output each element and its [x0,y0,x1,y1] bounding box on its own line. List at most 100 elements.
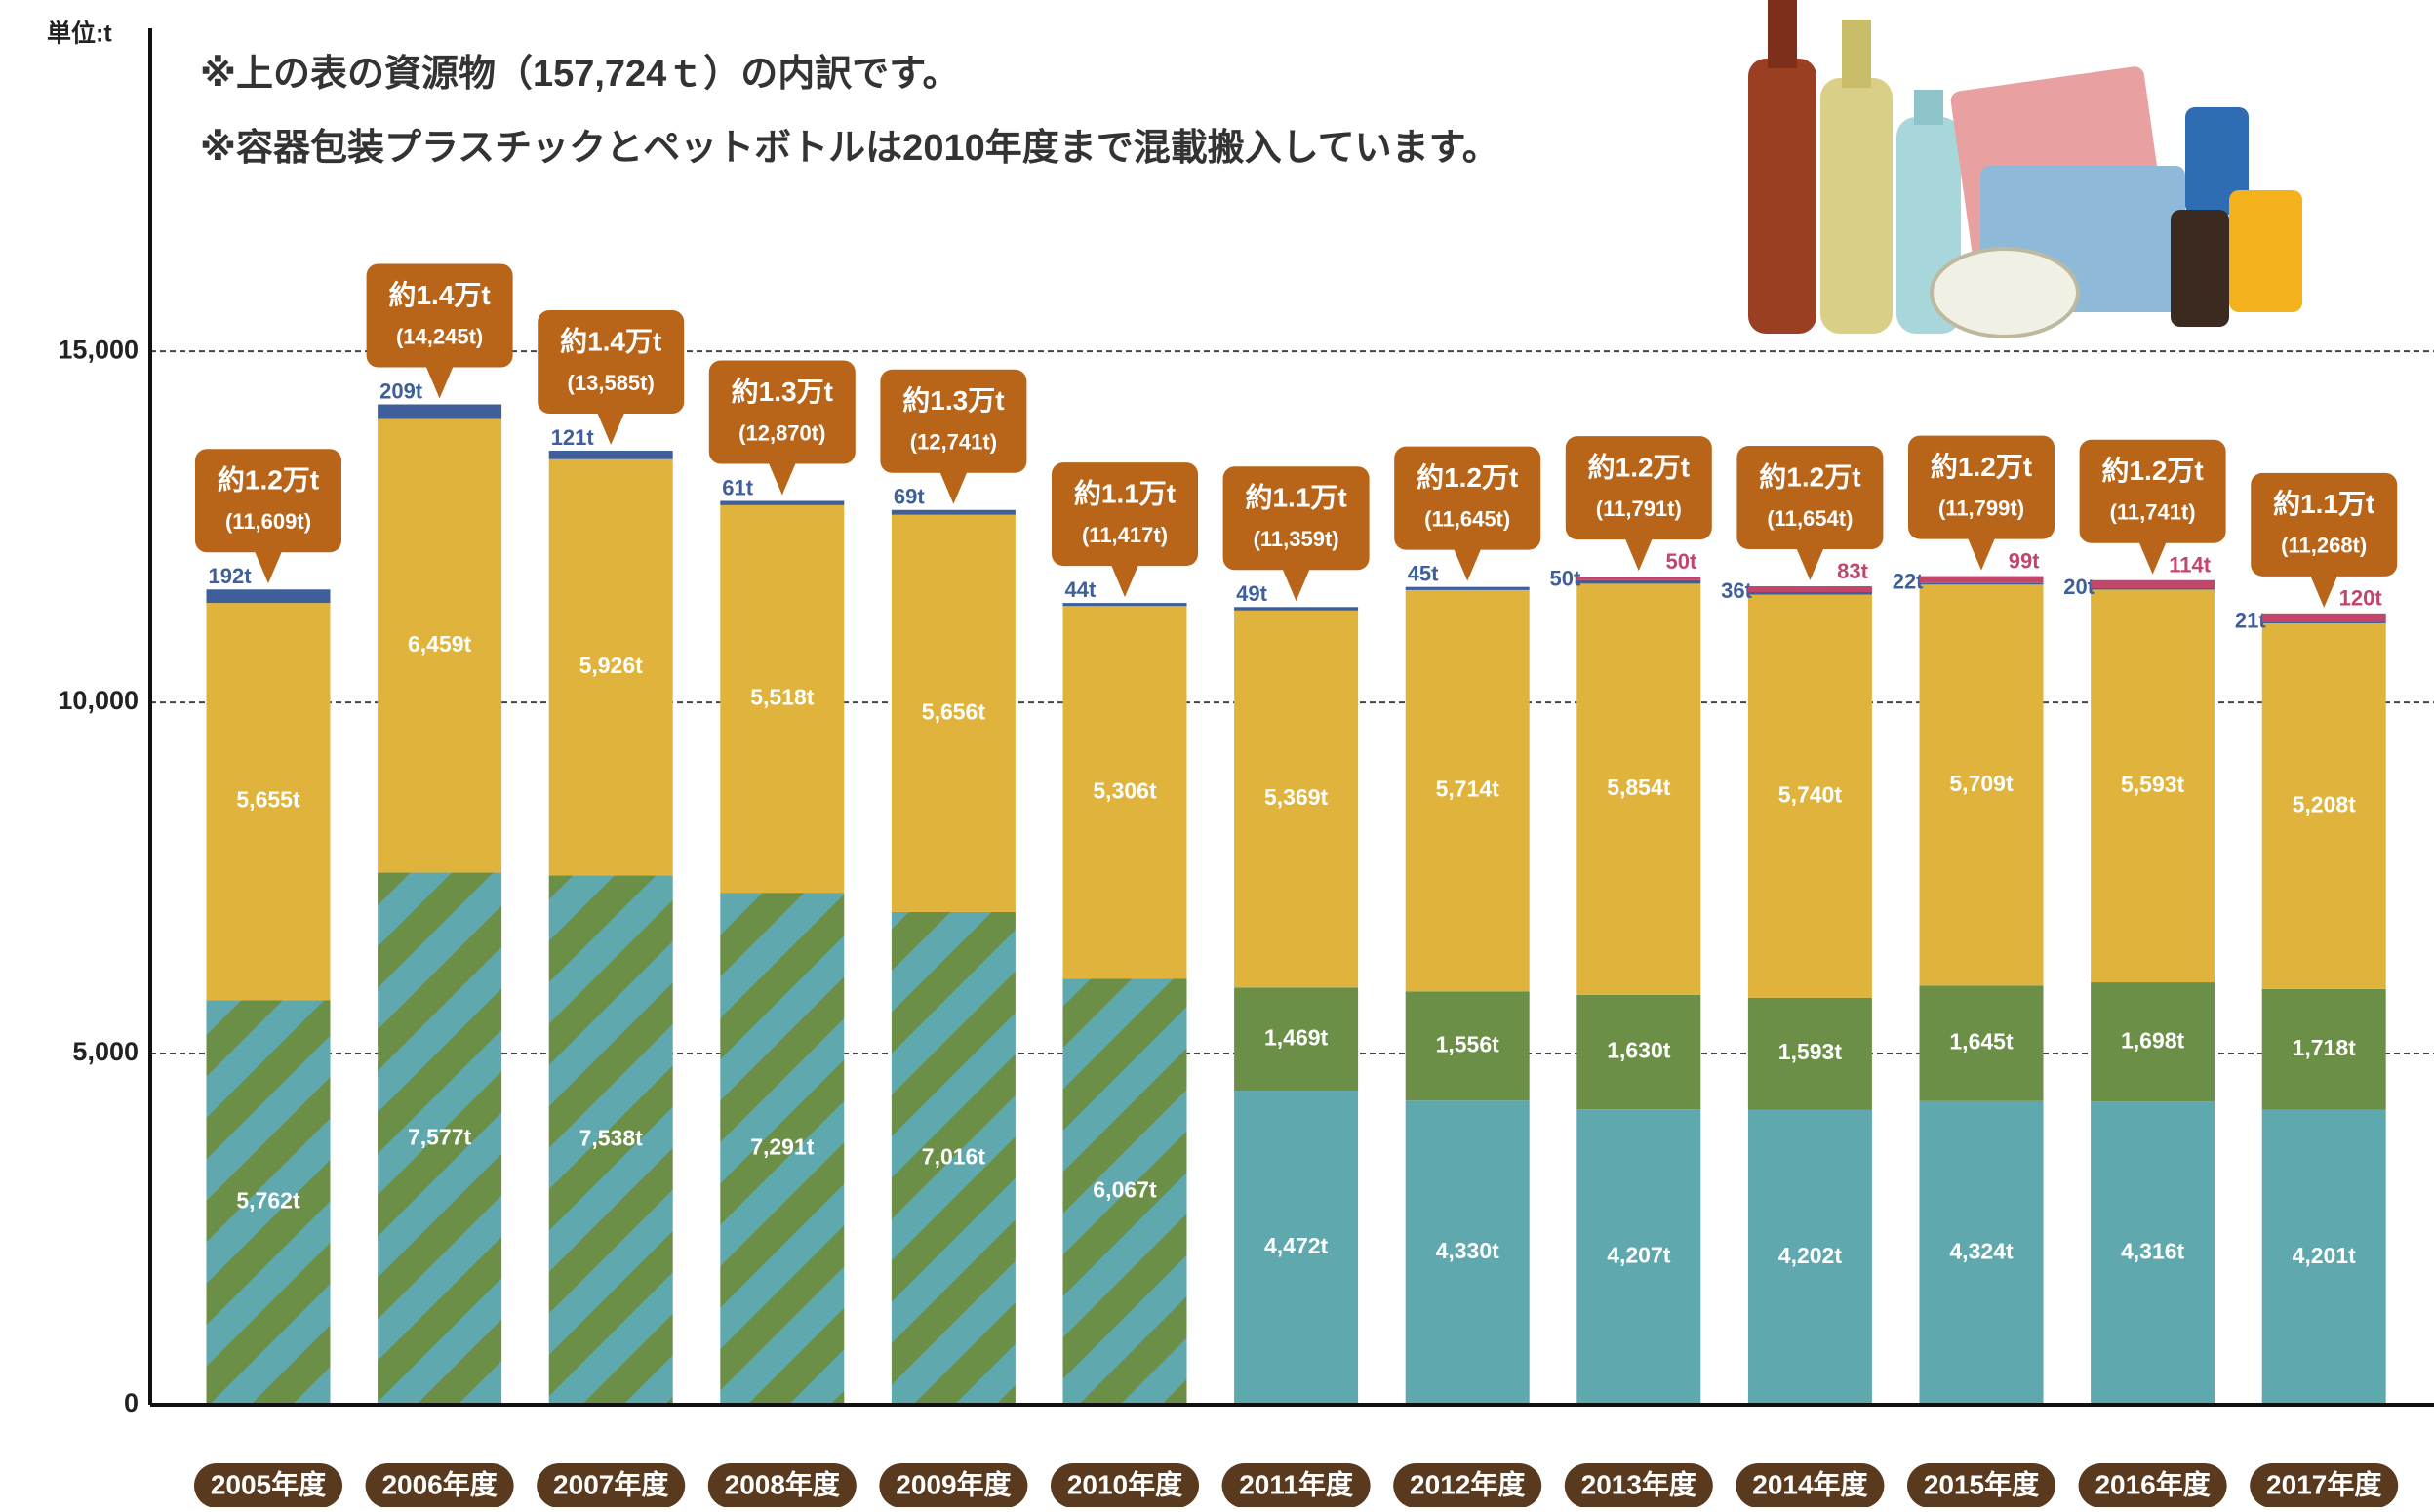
x-tick-label: 2017年度 [2266,1468,2381,1499]
approx-label: 約1.2万t [218,464,319,496]
value-label: 209t [379,378,423,403]
note: ※容器包装プラスチックとペットボトルは2010年度まで混載搬入しています。 [200,128,1499,169]
value-label: 4,201t [2293,1243,2357,1268]
value-label: 5,854t [1607,775,1671,800]
note: ※上の表の資源物（157,724ｔ）の内訳です。 [200,54,960,95]
bar-segment [892,510,1016,515]
value-label: 36t [1721,578,1752,603]
value-label: 50t [1550,567,1581,591]
callout-pointer [1454,549,1481,581]
bar-segment [207,589,331,603]
value-label: 5,655t [236,787,300,813]
chart: 単位:t ※上の表の資源物（157,724ｔ）の内訳です。 ※容器包装プラスチックと… [0,0,2434,1507]
total-label: (12,741t) [910,430,997,455]
total-label: (11,799t) [1938,496,2024,520]
callout-pointer [939,472,967,504]
value-label: 5,306t [1093,777,1157,803]
bar-segment [378,405,501,419]
value-label: 7,016t [922,1144,986,1170]
bar-segment [2262,614,2386,622]
total-label: (11,268t) [2281,534,2367,558]
x-tick-label: 2016年度 [2095,1468,2210,1499]
x-tick-label: 2014年度 [1752,1468,1867,1499]
value-label: 7,538t [579,1126,644,1151]
value-label: 50t [1666,549,1697,574]
bar-segment [1920,583,2044,585]
value-label: 21t [2235,608,2266,632]
x-tick-label: 2013年度 [1581,1468,1696,1499]
total-label: (11,417t) [1082,523,1168,547]
value-label: 1,469t [1264,1024,1329,1050]
y-tick-label: 15,000 [58,335,139,364]
x-tick-label: 2010年度 [1067,1468,1182,1499]
value-label: 99t [2009,548,2040,573]
approx-label: 約1.3万t [732,376,833,407]
total-label: (11,741t) [2110,500,2196,525]
bar-segment [549,451,673,459]
approx-label: 約1.4万t [388,279,490,310]
value-label: 1,556t [1436,1031,1500,1056]
callout-pointer [769,462,796,495]
page: {"chart_data": { "type": "stacked-bar", … [0,0,2434,1507]
y-tick-label: 10,000 [58,686,139,715]
value-label: 1,645t [1949,1029,2014,1054]
value-label: 6,459t [408,631,472,657]
y-tick-label: 5,000 [72,1037,139,1066]
approx-label: 約1.1万t [2273,488,2374,519]
illustration [1748,0,2302,337]
value-label: 4,207t [1607,1243,1671,1268]
bar-segment [1576,580,1700,584]
total-label: (11,654t) [1767,506,1853,531]
approx-label: 約1.1万t [1245,482,1346,513]
total-label: (14,245t) [396,324,483,348]
callout-pointer [255,551,282,583]
total-label: (11,359t) [1254,527,1339,551]
value-label: 45t [1408,561,1439,585]
value-label: 7,577t [408,1124,472,1149]
value-label: 1,630t [1607,1038,1671,1063]
bar-segment [2262,621,2386,623]
total-label: (13,585t) [568,371,655,395]
value-label: 5,714t [1436,776,1500,802]
bar-segment [1063,603,1187,606]
value-label: 1,593t [1778,1039,1843,1064]
value-label: 20t [2063,575,2095,599]
bar-segment [1920,577,2044,583]
value-label: 61t [722,475,753,499]
value-label: 5,518t [750,685,815,710]
value-label: 192t [209,564,253,588]
callout-pointer [426,367,454,399]
value-label: 5,762t [236,1188,300,1214]
approx-label: 約1.2万t [1417,461,1518,493]
callout-pointer [1111,565,1138,597]
value-label: 5,656t [922,698,986,724]
value-label: 4,316t [2121,1239,2185,1264]
value-label: 4,472t [1264,1233,1329,1258]
value-label: 69t [894,485,925,509]
total-label: (11,791t) [1596,497,1682,521]
approx-label: 約1.4万t [560,325,661,356]
value-label: 114t [2169,553,2211,577]
callout-pointer [2139,542,2167,575]
total-label: (12,870t) [738,420,825,445]
x-tick-label: 2008年度 [725,1468,840,1499]
x-tick-label: 2006年度 [381,1468,497,1499]
bar-segment [1576,577,1700,580]
x-tick-label: 2007年度 [553,1468,668,1499]
value-label: 5,593t [2121,772,2185,797]
value-label: 22t [1893,570,1924,594]
value-label: 4,330t [1436,1238,1500,1263]
approx-label: 約1.2万t [1759,460,1860,492]
x-tick-label: 2009年度 [896,1468,1011,1499]
value-label: 5,740t [1778,781,1843,807]
x-tick-label: 2015年度 [1924,1468,2039,1499]
bar-segment [1406,587,1530,590]
approx-label: 約1.2万t [1588,452,1690,483]
value-label: 5,369t [1264,784,1329,810]
unit-label: 単位:t [47,20,112,48]
callout-pointer [2310,576,2337,608]
approx-label: 約1.3万t [902,384,1004,416]
total-label: (11,645t) [1424,506,1510,531]
value-label: 5,709t [1949,771,2014,796]
value-label: 5,208t [2293,792,2357,817]
